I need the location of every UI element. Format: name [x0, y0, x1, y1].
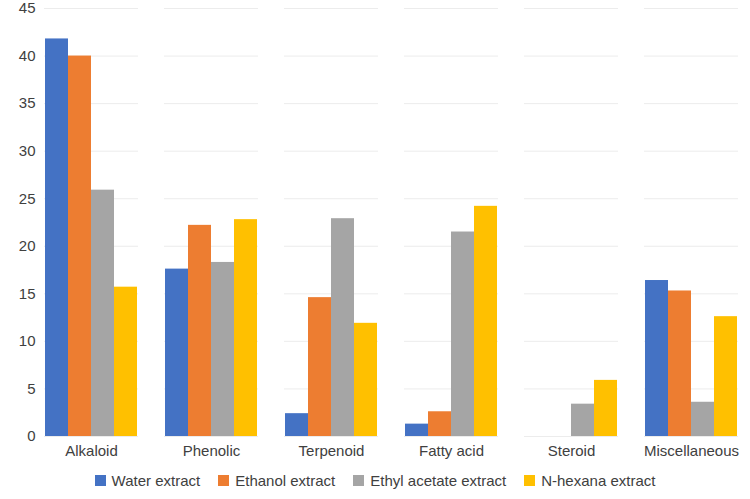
svg-text:15: 15	[19, 285, 36, 302]
svg-text:Terpenoid: Terpenoid	[299, 442, 365, 459]
html-text:Ethyl acetate extract: Ethyl acetate extract	[370, 472, 507, 489]
svg-text:0: 0	[27, 427, 35, 444]
svg-text:20: 20	[19, 237, 36, 254]
svg-text:40: 40	[19, 47, 36, 64]
svg-text:10: 10	[19, 332, 36, 349]
svg-text:Fatty acid: Fatty acid	[419, 442, 484, 459]
svg-text:Steroid: Steroid	[548, 442, 596, 459]
svg-text:Miscellaneous: Miscellaneous	[644, 442, 739, 459]
html-text:N-hexana extract: N-hexana extract	[541, 472, 656, 489]
svg-text:Alkaloid: Alkaloid	[65, 442, 118, 459]
svg-text:5: 5	[27, 380, 35, 397]
html-text:Ethanol extract: Ethanol extract	[235, 472, 336, 489]
svg-text:Phenolic: Phenolic	[183, 442, 241, 459]
svg-text:25: 25	[19, 190, 36, 207]
html-text:Water extract: Water extract	[111, 472, 201, 489]
svg-text:45: 45	[19, 0, 36, 16]
svg-text:35: 35	[19, 94, 36, 111]
svg-text:30: 30	[19, 142, 36, 159]
